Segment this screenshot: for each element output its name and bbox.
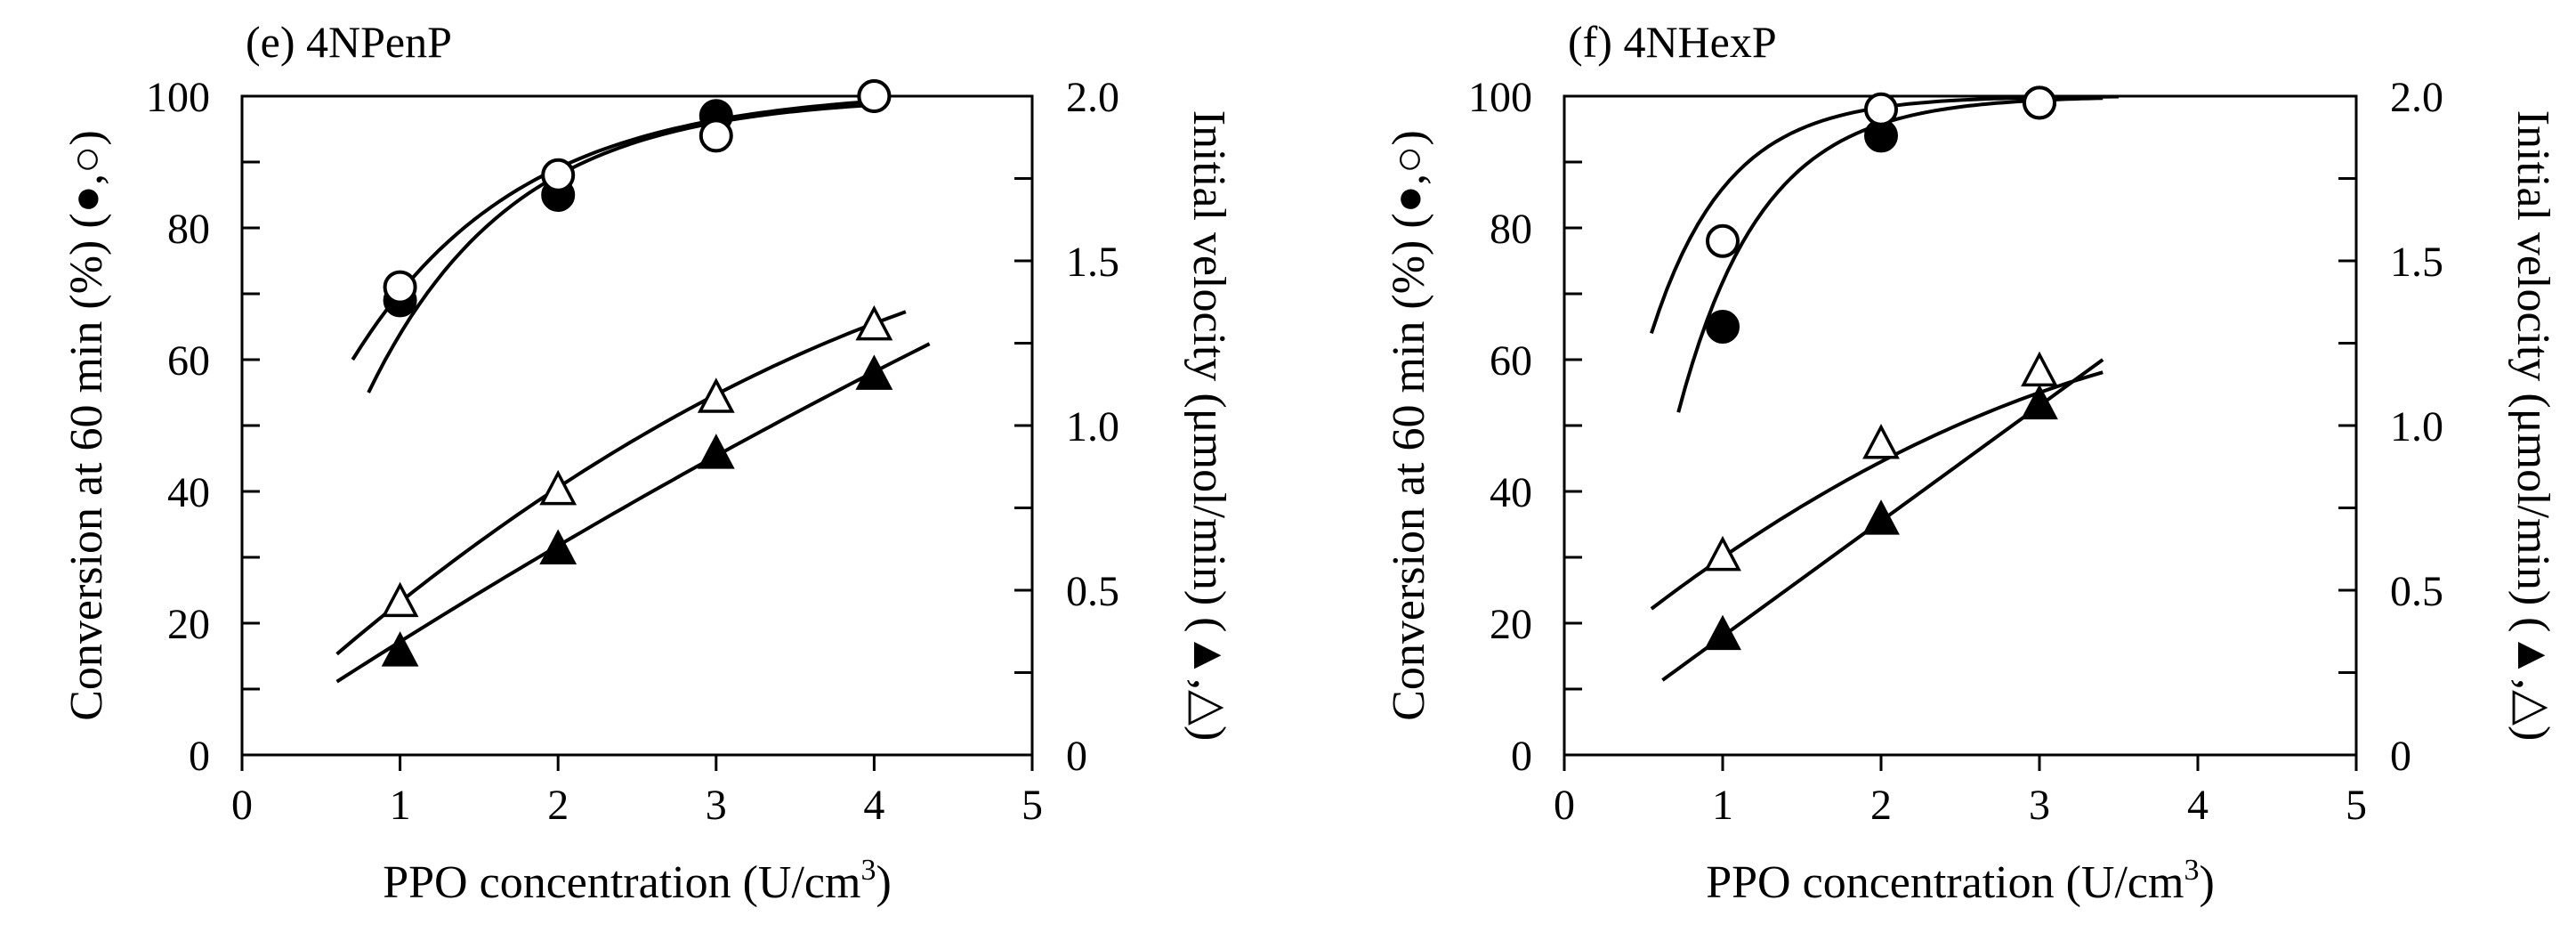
- y-right-tick-label: 0.5: [1066, 568, 1119, 615]
- x-tick-label: 0: [231, 782, 253, 829]
- x-axis-label: PPO concentration (U/cm3): [383, 854, 892, 908]
- data-point-open-triangle: [855, 304, 893, 341]
- x-tick-label: 0: [1554, 782, 1575, 829]
- x-tick-label: 3: [706, 782, 727, 829]
- y-right-tick-label: 0.5: [2390, 568, 2443, 615]
- data-point-filled-triangle: [539, 529, 577, 564]
- y-left-tick-label: 20: [167, 601, 210, 648]
- y-right-tick-label: 2.0: [1066, 74, 1119, 121]
- x-tick-label: 3: [2029, 782, 2050, 829]
- x-tick-label: 1: [390, 782, 411, 829]
- panel-title: (f) 4NHexP: [1568, 17, 1777, 67]
- y-left-tick-label: 80: [1490, 206, 1532, 253]
- data-point-open-triangle: [1862, 424, 1900, 459]
- data-point-open-triangle: [539, 469, 577, 506]
- y-right-tick-label: 1.0: [1066, 403, 1119, 450]
- data-point-filled-triangle: [1862, 499, 1900, 535]
- x-axis-label-close: ): [876, 857, 891, 908]
- data-point-filled-triangle: [855, 354, 893, 390]
- y-left-tick-label: 40: [1490, 469, 1532, 516]
- x-axis-label-text: PPO concentration (U/cm: [383, 857, 860, 908]
- y-right-tick-label: 1.5: [1066, 239, 1119, 286]
- y-right-tick-label: 2.0: [2390, 74, 2443, 121]
- data-point-open-circle: [1864, 92, 1898, 126]
- y-right-axis-label: Initial velocity (μmol/min) (▲,△): [2507, 110, 2558, 742]
- y-right-axis-label: Initial velocity (μmol/min) (▲,△): [1183, 110, 1234, 742]
- x-tick-label: 5: [1022, 782, 1043, 829]
- x-tick-label: 1: [1712, 782, 1733, 829]
- data-point-filled-triangle: [2021, 384, 2058, 420]
- data-point-open-circle: [1706, 223, 1740, 258]
- y-left-tick-label: 100: [146, 74, 210, 121]
- fit-curve-open-triangle: [335, 310, 907, 656]
- x-axis-label-sup: 3: [2184, 854, 2199, 887]
- y-left-tick-label: 80: [167, 206, 210, 253]
- data-point-filled-triangle: [1704, 614, 1741, 651]
- y-left-tick-label: 0: [189, 733, 210, 780]
- panel-title: (e) 4NPenP: [246, 17, 452, 67]
- x-axis-label-close: ): [2199, 857, 2214, 908]
- fit-curve-filled-circle: [367, 102, 875, 393]
- y-right-tick-label: 1.0: [2390, 403, 2443, 450]
- x-axis-label-sup: 3: [860, 854, 876, 887]
- y-left-tick-label: 20: [1490, 601, 1532, 648]
- data-point-open-circle: [2023, 85, 2056, 120]
- data-point-filled-circle: [1706, 310, 1740, 344]
- y-left-tick-label: 0: [1511, 733, 1532, 780]
- y-left-tick-label: 40: [167, 469, 210, 516]
- data-point-open-circle: [383, 270, 417, 304]
- y-left-tick-label: 60: [167, 337, 210, 385]
- y-right-tick-label: 0: [2390, 733, 2411, 780]
- y-right-tick-label: 0: [1066, 733, 1087, 780]
- x-tick-label: 4: [2187, 782, 2209, 829]
- fit-curve-filled-triangle: [335, 342, 931, 684]
- y-left-axis-label: Conversion at 60 min (%) (●,○): [1384, 130, 1434, 721]
- y-right-tick-label: 1.5: [2390, 239, 2443, 286]
- x-tick-label: 4: [863, 782, 884, 829]
- data-point-filled-triangle: [381, 631, 419, 667]
- data-point-open-circle: [857, 79, 892, 113]
- x-axis-label-text: PPO concentration (U/cm: [1706, 857, 2184, 908]
- x-tick-label: 2: [547, 782, 569, 829]
- fit-curve-open-circle: [351, 99, 875, 361]
- data-point-open-circle: [699, 118, 733, 153]
- data-point-open-triangle: [381, 581, 419, 618]
- plot-frame: [240, 94, 1034, 757]
- data-point-open-triangle: [1704, 535, 1741, 572]
- data-point-open-triangle: [2021, 351, 2058, 387]
- y-left-tick-label: 60: [1490, 337, 1532, 385]
- data-point-open-circle: [541, 158, 576, 192]
- data-point-open-triangle: [697, 377, 735, 413]
- data-point-filled-triangle: [697, 434, 735, 469]
- y-left-axis-label: Conversion at 60 min (%) (●,○): [61, 130, 112, 721]
- x-tick-label: 5: [2346, 782, 2367, 829]
- y-left-tick-label: 100: [1468, 74, 1532, 121]
- x-tick-label: 2: [1870, 782, 1892, 829]
- x-axis-label: PPO concentration (U/cm3): [1706, 854, 2215, 908]
